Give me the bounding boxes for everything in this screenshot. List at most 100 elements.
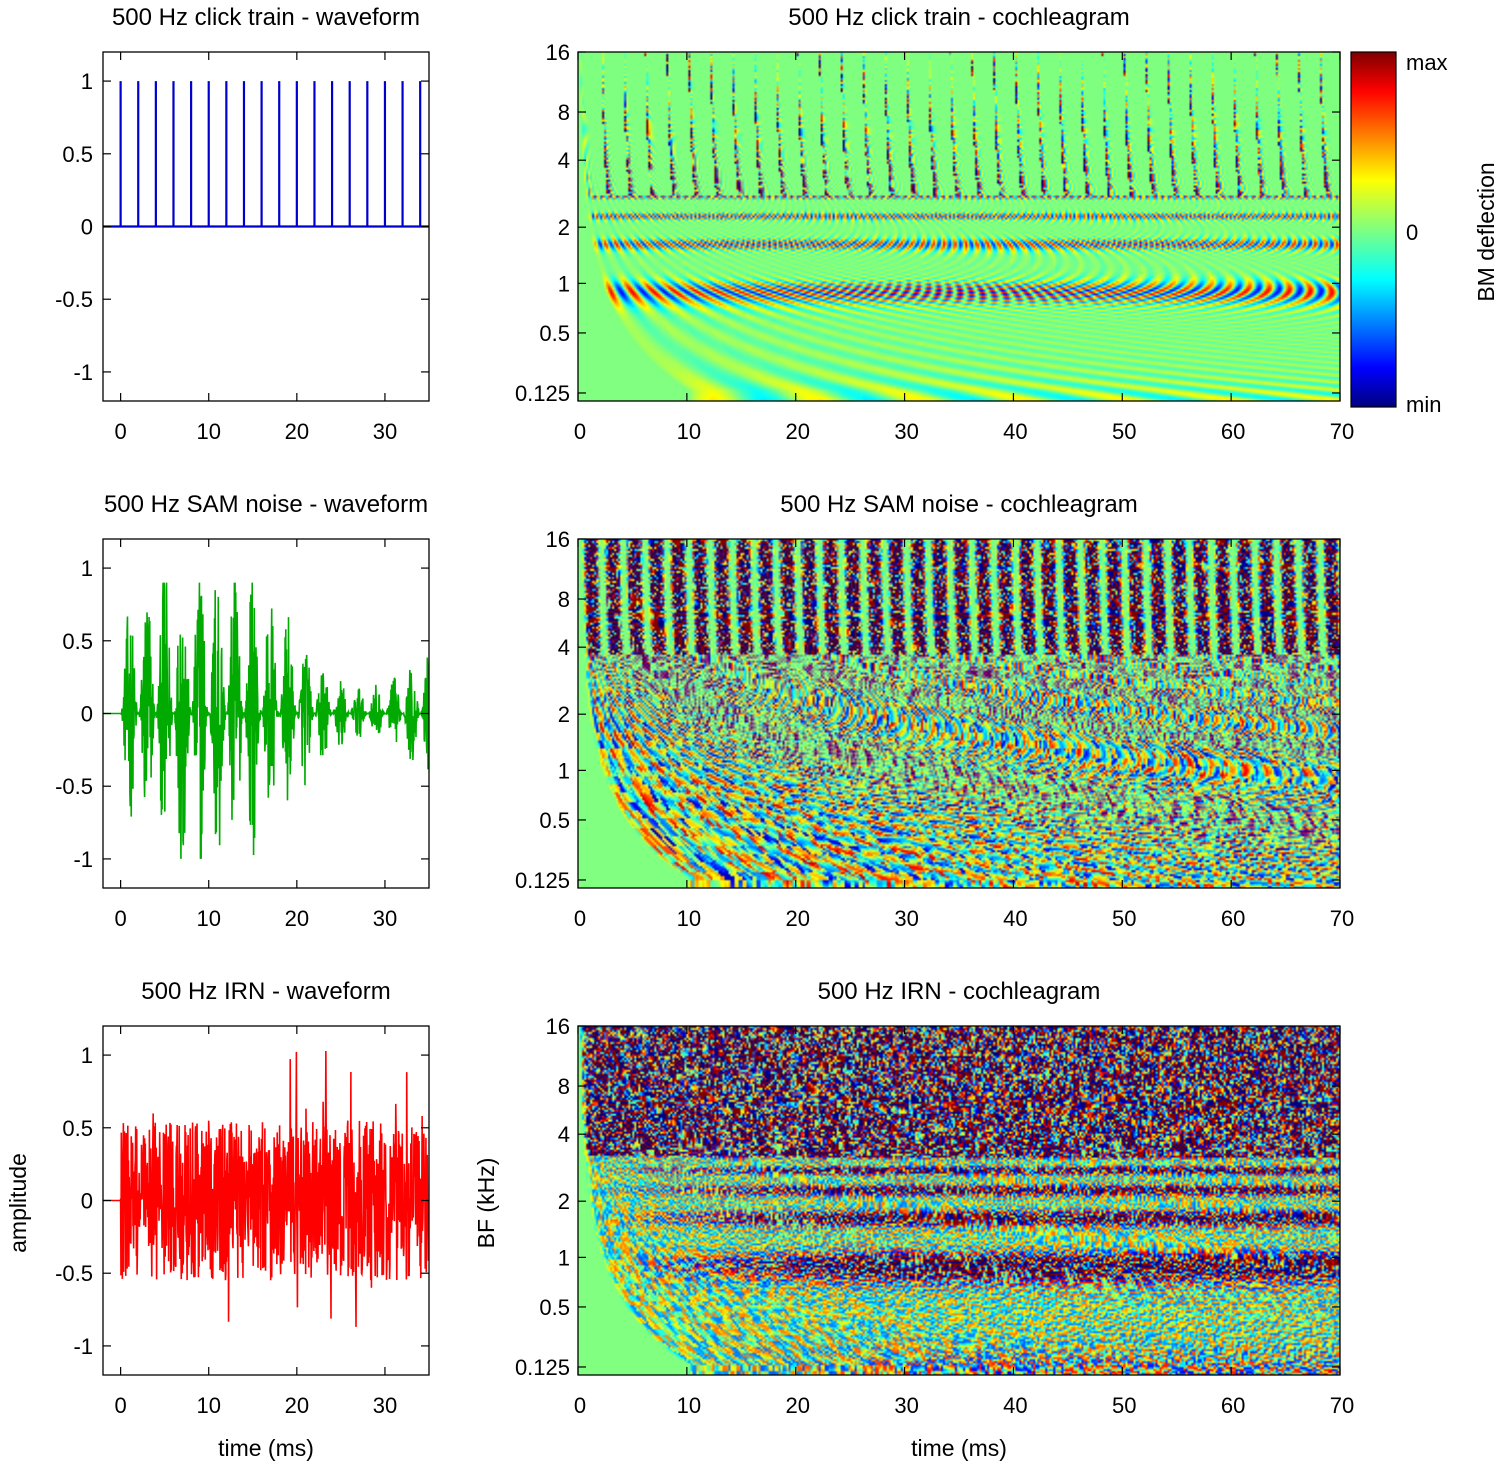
y-tick-label: 8: [558, 587, 570, 612]
colorbar-tick-min: min: [1406, 392, 1441, 417]
x-axis-label-cochleagram: time (ms): [911, 1435, 1007, 1461]
waveform-trace: [103, 1050, 429, 1327]
y-tick-label: 1: [81, 69, 93, 94]
y-tick-label: 0.5: [62, 629, 93, 654]
y-tick-label: 8: [558, 100, 570, 125]
x-axis-label-waveform: time (ms): [218, 1435, 314, 1461]
x-tick-label: 40: [1003, 1393, 1027, 1418]
x-tick-label: 20: [285, 419, 309, 444]
x-tick-label: 50: [1112, 1393, 1136, 1418]
y-tick-label: 1: [558, 271, 570, 296]
panel-title-click-waveform: 500 Hz click train - waveform: [112, 4, 420, 31]
cochleagram-image: [578, 539, 1340, 888]
y-tick-label: 16: [546, 1014, 570, 1039]
y-tick-label: 1: [558, 758, 570, 783]
y-tick-label: -0.5: [55, 1261, 93, 1286]
panel-title-irn-waveform: 500 Hz IRN - waveform: [141, 978, 390, 1005]
y-axis-label-cochleagram: BF (kHz): [473, 1158, 499, 1249]
y-tick-label: 0: [81, 1189, 93, 1214]
cochleagram-panel-5: 0 10 20 30 40 50 60 70 16 8 4 2 1 0.5 0.125: [515, 1014, 1354, 1418]
x-tick-label: 70: [1330, 906, 1354, 931]
y-tick-label: 8: [558, 1074, 570, 1099]
x-tick-label: 50: [1112, 906, 1136, 931]
waveform-panel-4: 0 10 20 30 1 0.5 0 -0.5 -1: [55, 1025, 430, 1418]
y-tick-label: -1: [73, 847, 93, 872]
waveform-panel-2: 0 10 20 30 1 0.5 0 -0.5 -1: [55, 538, 430, 931]
colorbar: max 0 min BM deflection: [1350, 50, 1499, 417]
x-tick-label: 0: [574, 1393, 586, 1418]
x-tick-label: 20: [285, 906, 309, 931]
x-tick-label: 0: [114, 906, 126, 931]
x-tick-label: 30: [894, 419, 918, 444]
x-tick-label: 0: [114, 419, 126, 444]
x-tick-label: 10: [677, 1393, 701, 1418]
waveform-panel-0: 0 10 20 30 1 0.5 0 -0.5 -1: [55, 51, 430, 444]
x-tick-label: 60: [1221, 419, 1245, 444]
panel-title-irn-cochleagram: 500 Hz IRN - cochleagram: [818, 978, 1101, 1005]
x-tick-label: 10: [196, 419, 220, 444]
y-tick-label: 0.5: [539, 321, 570, 346]
x-tick-label: 40: [1003, 419, 1027, 444]
y-tick-label: 0: [81, 215, 93, 240]
x-tick-label: 70: [1330, 1393, 1354, 1418]
x-tick-label: 40: [1003, 906, 1027, 931]
axes-frame: [577, 538, 1341, 889]
waveform-trace: [103, 81, 429, 228]
cochleagram-image: [578, 1026, 1340, 1375]
x-tick-label: 30: [373, 1393, 397, 1418]
panel-title-sam-waveform: 500 Hz SAM noise - waveform: [104, 491, 428, 518]
x-tick-label: 20: [785, 1393, 809, 1418]
x-tick-label: 30: [894, 906, 918, 931]
x-tick-label: 30: [894, 1393, 918, 1418]
y-axis-label-waveform: amplitude: [5, 1153, 31, 1253]
cochleagram-image: [578, 52, 1340, 401]
y-tick-label: 16: [546, 527, 570, 552]
panel-title-sam-cochleagram: 500 Hz SAM noise - cochleagram: [780, 491, 1138, 518]
x-tick-label: 0: [574, 906, 586, 931]
y-tick-label: 0.125: [515, 381, 570, 406]
x-tick-label: 10: [196, 1393, 220, 1418]
colorbar-gradient: [1350, 51, 1397, 408]
x-tick-label: 60: [1221, 1393, 1245, 1418]
panel-title-click-cochleagram: 500 Hz click train - cochleagram: [788, 4, 1129, 31]
x-tick-label: 20: [785, 906, 809, 931]
x-tick-label: 70: [1330, 419, 1354, 444]
x-tick-label: 50: [1112, 419, 1136, 444]
y-tick-label: 1: [81, 556, 93, 581]
y-tick-label: -1: [73, 1334, 93, 1359]
colorbar-label: BM deflection: [1473, 162, 1499, 301]
x-tick-label: 0: [574, 419, 586, 444]
x-tick-label: 10: [677, 906, 701, 931]
y-tick-label: 2: [558, 215, 570, 240]
x-tick-label: 10: [196, 906, 220, 931]
colorbar-tick-max: max: [1406, 50, 1448, 75]
x-tick-label: 30: [373, 419, 397, 444]
y-tick-label: 0: [81, 702, 93, 727]
y-tick-label: -0.5: [55, 287, 93, 312]
y-tick-label: 4: [558, 1122, 570, 1147]
x-tick-label: 20: [285, 1393, 309, 1418]
waveform-trace: [103, 582, 429, 859]
y-tick-label: 0.5: [62, 142, 93, 167]
cochleagram-panel-3: 0 10 20 30 40 50 60 70 16 8 4 2 1 0.5 0.125: [515, 527, 1354, 931]
x-tick-label: 10: [677, 419, 701, 444]
y-tick-label: 0.5: [62, 1116, 93, 1141]
y-tick-label: 1: [81, 1043, 93, 1068]
y-tick-label: 2: [558, 1189, 570, 1214]
y-tick-label: 0.125: [515, 868, 570, 893]
y-tick-label: 2: [558, 702, 570, 727]
y-tick-label: -0.5: [55, 774, 93, 799]
axes-frame: [577, 51, 1341, 402]
y-tick-label: -1: [73, 360, 93, 385]
y-tick-label: 4: [558, 148, 570, 173]
y-tick-label: 0.125: [515, 1355, 570, 1380]
y-tick-label: 0.5: [539, 808, 570, 833]
x-tick-label: 60: [1221, 906, 1245, 931]
x-tick-label: 30: [373, 906, 397, 931]
x-tick-label: 0: [114, 1393, 126, 1418]
cochleagram-panel-1: 0 10 20 30 40 50 60 70 16 8 4 2 1 0.5 0.125: [515, 40, 1354, 444]
axes-frame: [577, 1025, 1341, 1376]
y-tick-label: 1: [558, 1245, 570, 1270]
